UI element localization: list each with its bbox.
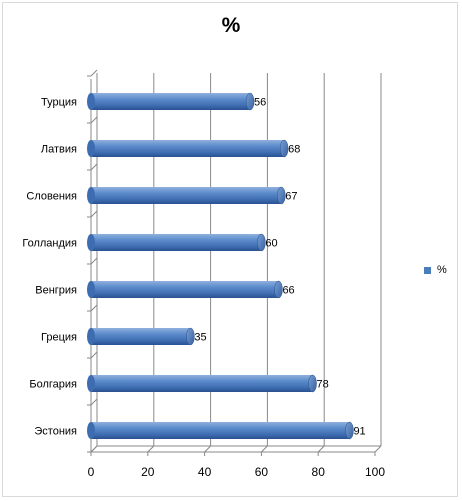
- category-depth: [90, 398, 98, 406]
- category-depth: [90, 163, 98, 171]
- bar-end-cap: [308, 374, 317, 393]
- bar: [91, 234, 262, 251]
- data-label: 91: [353, 426, 365, 438]
- x-tick-label: 0: [88, 465, 95, 479]
- bar-end-cap: [186, 327, 195, 346]
- gridline-depth: [261, 445, 268, 453]
- legend-label: %: [437, 264, 447, 276]
- gridline-depth: [147, 445, 155, 453]
- x-tick-label: 60: [255, 465, 269, 479]
- bar: [91, 93, 251, 110]
- chart-title: %: [221, 14, 241, 37]
- category-depth: [90, 351, 98, 359]
- bar-start-cap: [87, 281, 95, 298]
- gridline-depth: [204, 445, 211, 453]
- legend: %: [424, 264, 447, 276]
- labels: 0 20 40 60 80 100 Турция 56 Латвия 68 Словения 67 Го…: [22, 97, 385, 480]
- axes: [87, 69, 381, 456]
- data-label: 68: [288, 144, 300, 156]
- gridlines: [90, 73, 382, 453]
- bar: [91, 328, 191, 345]
- bar-start-cap: [87, 93, 95, 110]
- data-label: 35: [194, 332, 206, 344]
- category-label: Словения: [26, 191, 77, 203]
- data-label: 78: [317, 379, 329, 391]
- bar-end-cap: [345, 421, 354, 440]
- bar-end-cap: [274, 280, 283, 299]
- gridline-depth: [374, 445, 382, 453]
- category-label: Болгария: [29, 379, 77, 391]
- gridline-depth: [317, 445, 325, 453]
- bar-start-cap: [87, 187, 95, 204]
- bar-end-cap: [277, 186, 286, 205]
- category-label: Турция: [41, 97, 77, 109]
- category-depth: [90, 210, 98, 218]
- category-label: Эстония: [34, 426, 77, 438]
- category-label: Латвия: [41, 144, 77, 156]
- data-label: 66: [282, 285, 294, 297]
- category-depth: [90, 116, 98, 124]
- data-label: 67: [285, 191, 297, 203]
- bar-end-cap: [245, 92, 255, 111]
- bar: [91, 281, 279, 298]
- data-label: 56: [254, 97, 266, 109]
- bar: [91, 187, 282, 204]
- x-tick-label: 80: [312, 465, 326, 479]
- bar: [91, 422, 350, 439]
- data-label: 60: [265, 238, 277, 250]
- category-depth: [90, 257, 98, 265]
- bars: [87, 92, 354, 440]
- bar-end-cap: [257, 233, 266, 252]
- bar: [91, 375, 313, 392]
- x-tick-label: 100: [365, 465, 385, 479]
- legend-swatch: [424, 266, 431, 274]
- bar-start-cap: [87, 140, 95, 157]
- bar-end-cap: [279, 139, 289, 158]
- bar-start-cap: [87, 375, 95, 392]
- category-depth: [90, 69, 98, 77]
- category-label: Венгрия: [35, 285, 77, 297]
- x-tick-label: 20: [141, 465, 155, 479]
- category-depth: [90, 304, 98, 312]
- category-label: Голландия: [22, 238, 77, 250]
- category-label: Греция: [41, 332, 77, 344]
- bar-start-cap: [87, 328, 95, 345]
- bar-start-cap: [87, 234, 95, 251]
- category-depth: [90, 445, 98, 453]
- x-tick-label: 40: [198, 465, 212, 479]
- bar: [91, 140, 285, 157]
- bar-start-cap: [87, 422, 95, 439]
